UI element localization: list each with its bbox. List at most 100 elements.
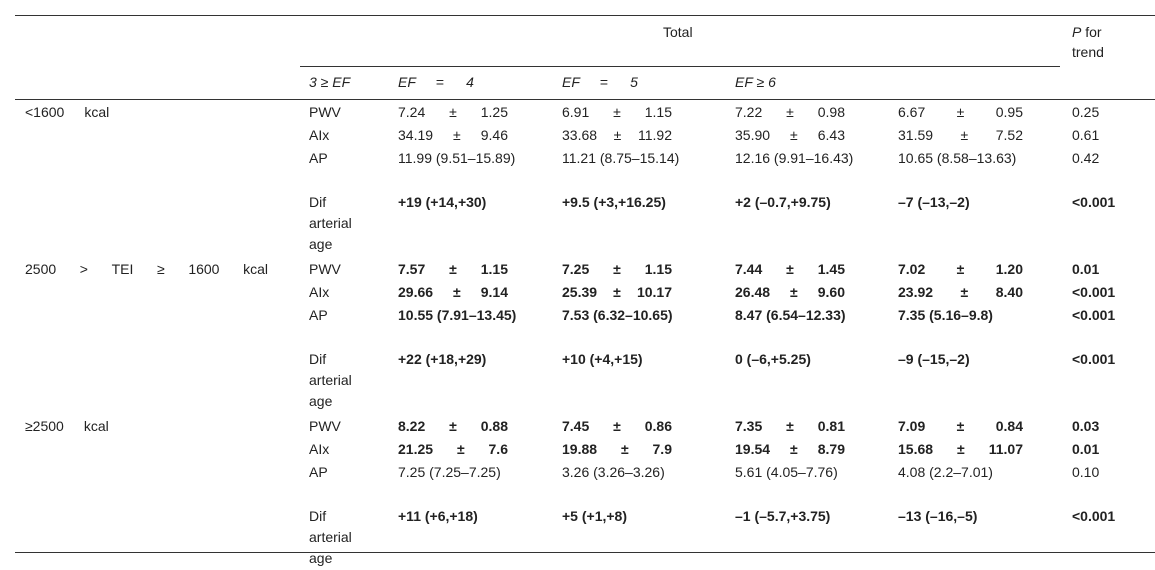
sd: 0.98 — [817, 104, 845, 120]
row-label: Dif arterial age — [309, 508, 352, 566]
row-label: AP — [309, 150, 328, 166]
sd: 1.15 — [644, 104, 672, 120]
plus-minus: ± — [960, 284, 969, 300]
p-value: <0.001 — [1072, 508, 1116, 524]
plus-minus: ± — [956, 104, 965, 120]
plus-minus: ± — [613, 261, 621, 277]
row-label: PWV — [309, 261, 341, 277]
ef-col-2-header: EF = 4 — [398, 74, 474, 90]
p-value: 0.01 — [1072, 261, 1100, 277]
plus-minus: ± — [956, 418, 965, 434]
plus-minus: ± — [613, 104, 621, 120]
p-value: <0.001 — [1072, 351, 1116, 367]
table-top-rule — [15, 15, 1155, 16]
sd: 0.86 — [644, 418, 672, 434]
mean-sd-cell: 6.91 ±1.15 — [562, 102, 672, 123]
plus-minus: ± — [453, 284, 461, 300]
value-cell: +22 (+18,+29) — [398, 351, 487, 367]
mean-sd-cell: 26.48 ±9.60 — [735, 282, 845, 303]
mean-sd-cell: 35.90 ±6.43 — [735, 125, 845, 146]
mean: 7.25 — [562, 261, 590, 277]
sd: 6.43 — [817, 127, 845, 143]
sd: 9.46 — [480, 127, 508, 143]
row-label: AIx — [309, 127, 330, 143]
mean: 35.90 — [735, 127, 771, 143]
value-cell: –7 (–13,–2) — [898, 194, 970, 210]
value-cell: 4.08 (2.2–7.01) — [898, 464, 993, 480]
plus-minus: ± — [790, 284, 798, 300]
p-value: <0.001 — [1072, 194, 1116, 210]
row-label: AP — [309, 307, 328, 323]
total-header: Total — [663, 24, 693, 40]
mean: 19.54 — [735, 441, 771, 457]
p-rest: for trend — [1072, 24, 1104, 60]
plus-minus: ± — [790, 441, 798, 457]
ef-col-4-header: EF ≥ 6 — [735, 74, 776, 90]
mean: 6.67 — [898, 104, 926, 120]
header-bottom-rule — [15, 99, 1155, 100]
mean: 15.68 — [898, 441, 934, 457]
p-for-trend-header: P for trend — [1072, 22, 1132, 62]
value-cell: 12.16 (9.91–16.43) — [735, 150, 854, 166]
value-cell: +19 (+14,+30) — [398, 194, 487, 210]
mean-sd-cell: 34.19 ±9.46 — [398, 125, 508, 146]
mean: 29.66 — [398, 284, 434, 300]
plus-minus: ± — [786, 261, 794, 277]
plus-minus: ± — [956, 261, 965, 277]
mean-sd-cell: 7.24 ±1.25 — [398, 102, 508, 123]
mean: 7.57 — [398, 261, 426, 277]
mean: 7.24 — [398, 104, 426, 120]
value-cell: 0 (–6,+5.25) — [735, 351, 811, 367]
plus-minus: ± — [453, 127, 461, 143]
sd: 11.92 — [637, 127, 672, 143]
sd: 7.6 — [488, 441, 508, 457]
value-cell: 8.47 (6.54–12.33) — [735, 307, 846, 323]
sd: 7.52 — [995, 127, 1023, 143]
mean: 7.22 — [735, 104, 763, 120]
value-cell: 5.61 (4.05–7.76) — [735, 464, 838, 480]
value-cell: +9.5 (+3,+16.25) — [562, 194, 666, 210]
mean: 21.25 — [398, 441, 434, 457]
plus-minus: ± — [456, 441, 465, 457]
sd: 8.40 — [995, 284, 1023, 300]
p-value: 0.01 — [1072, 441, 1100, 457]
mean: 33.68 — [562, 127, 598, 143]
mean-sd-cell: 7.25 ±1.15 — [562, 259, 672, 280]
mean-sd-cell: 15.68 ±11.07 — [898, 439, 1023, 460]
row-label: PWV — [309, 418, 341, 434]
mean: 7.02 — [898, 261, 926, 277]
plus-minus: ± — [449, 104, 457, 120]
plus-minus: ± — [960, 127, 969, 143]
mean-sd-cell: 7.44 ±1.45 — [735, 259, 845, 280]
plus-minus: ± — [786, 418, 794, 434]
value-cell: +10 (+4,+15) — [562, 351, 643, 367]
p-value: 0.03 — [1072, 418, 1100, 434]
mean: 7.35 — [735, 418, 763, 434]
p-value: 0.10 — [1072, 464, 1100, 480]
row-label: AIx — [309, 441, 330, 457]
value-cell: 7.25 (7.25–7.25) — [398, 464, 501, 480]
plus-minus: ± — [613, 418, 621, 434]
row-label: AIx — [309, 284, 330, 300]
mean: 8.22 — [398, 418, 426, 434]
sd: 8.79 — [817, 441, 845, 457]
sd: 1.20 — [995, 261, 1023, 277]
value-cell: +11 (+6,+18) — [398, 508, 478, 524]
value-cell: 7.35 (5.16–9.8) — [898, 307, 993, 323]
mean-sd-cell: 19.88 ±7.9 — [562, 439, 672, 460]
mean-sd-cell: 7.35 ±0.81 — [735, 416, 845, 437]
mean: 19.88 — [562, 441, 598, 457]
value-cell: 10.65 (8.58–13.63) — [898, 150, 1017, 166]
mean-sd-cell: 7.22 ±0.98 — [735, 102, 845, 123]
sd: 1.25 — [480, 104, 508, 120]
plus-minus: ± — [449, 418, 457, 434]
mean-sd-cell: 8.22 ±0.88 — [398, 416, 508, 437]
mean: 31.59 — [898, 127, 934, 143]
sd: 0.95 — [995, 104, 1023, 120]
sd: 9.60 — [817, 284, 845, 300]
p-italic: P — [1072, 24, 1082, 40]
sd: 1.45 — [817, 261, 845, 277]
plus-minus: ± — [957, 441, 965, 457]
mean-sd-cell: 33.68 ±11.92 — [562, 125, 672, 146]
p-value: <0.001 — [1072, 284, 1116, 300]
